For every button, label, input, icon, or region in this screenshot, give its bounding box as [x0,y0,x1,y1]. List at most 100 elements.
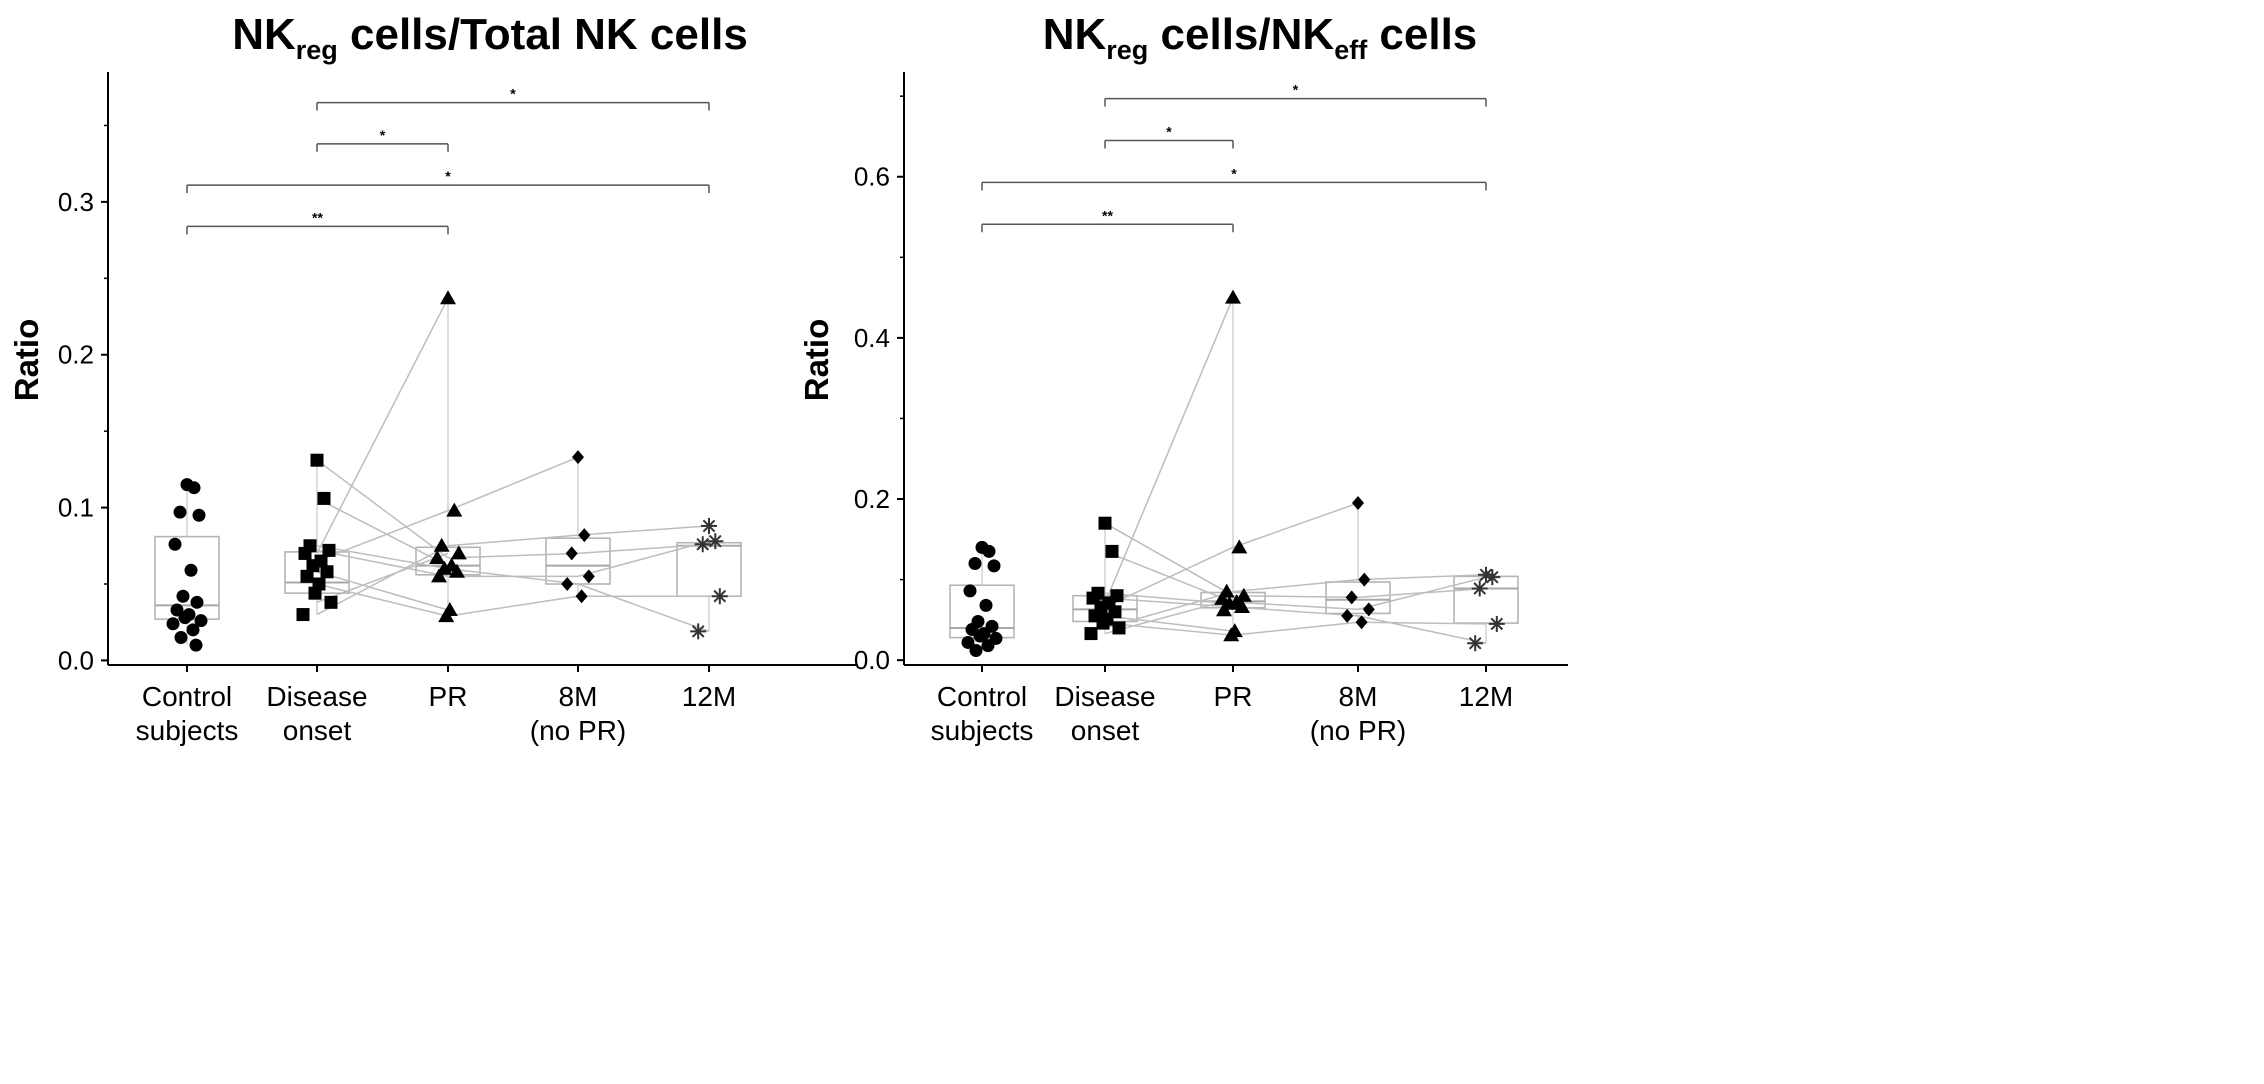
panel-1-data-point [298,546,312,560]
panel-2-data-point [1096,616,1110,630]
panel-2-paired-line [1104,615,1234,632]
panel-1-y-tick-label: 0.1 [58,493,94,523]
panel-2-data-point [973,629,987,643]
panel-1-data-point [317,491,331,505]
panel-1-y-tick-label: 0.2 [58,340,94,370]
panel-1-data-point [166,617,180,631]
panel-2-data-point [1234,598,1250,613]
panel-1-data-point [187,481,201,495]
panel-1-data-point [306,559,320,573]
panel-1-paired-line [447,534,579,547]
panel-1-data-point [320,565,334,579]
panel-1-paired-line [316,545,449,570]
panel-1-significance-bracket [316,143,449,152]
panel-2-data-point [1225,289,1241,304]
panel-2-data-point [968,556,982,570]
panel-1-data-point [322,543,336,557]
panel-1-data-point [168,537,182,551]
panel-1-data-point [173,505,187,519]
panel-1-data-point [176,589,190,603]
panel-1-data-point [440,290,456,305]
panel-1-data-point [561,576,574,591]
panel-2-data-point [1112,621,1126,635]
panel-2-significance-bracket [981,181,1487,191]
panel-2-data-point [1358,572,1371,587]
panel-1-data-point [189,638,203,652]
panel-1-paired-line [577,543,710,555]
panel-1-box [676,541,742,598]
panel-1-data-point [194,614,208,628]
panel-1-x-tick-label: Control [142,681,232,712]
panel-1-data-point [446,502,463,517]
panel-2-paired-line [1104,597,1234,608]
panel-1-significance-label: * [380,127,386,143]
panel-2-title: NKreg cells/NKeff cells [1042,10,1478,65]
panel-1-data-point [582,569,595,584]
panel-1-paired-line [316,571,449,611]
panel-1-significance-bracket [316,101,710,111]
panel-1-data-point [450,545,467,560]
panel-2-data-point [1105,544,1119,558]
panel-1-data-point [690,623,707,640]
panel-2-data-point [1084,627,1098,641]
panel-1-y-tick-label: 0.3 [58,187,94,217]
panel-1-data-point [186,623,200,637]
panel-1-data-point [190,595,204,609]
panel-2-significance-bracket [1104,97,1487,107]
panel-2-data-point [982,544,996,558]
panel-2-significance-label: * [1166,123,1172,139]
panel-2-data-point [979,598,993,612]
panel-1-box [154,535,220,620]
panel-1-paired-line [577,540,710,578]
panel-2-paired-line [1104,522,1234,597]
panel-2-paired-line [1232,601,1359,611]
panel-1-data-point [572,450,584,465]
panel-1-data-point [694,536,711,553]
panel-2-significance-label: * [1231,165,1237,181]
panel-1-x-tick-label: PR [429,681,468,712]
panel-1-x-tick-label: Disease [266,681,367,712]
panel-2-paired-line [1104,592,1234,605]
panel-1-y-axis-label: Ratio [8,319,45,402]
panel-2-x-tick-label: (no PR) [1310,715,1406,746]
panel-1-paired-line [447,595,579,617]
panel-2-data-point [1345,590,1358,605]
panel-2-x-tick-label: Disease [1054,681,1155,712]
panel-2-paired-line [1232,621,1359,636]
panel-1-paired-line [316,552,449,604]
panel-1-data-point [429,550,446,565]
panel-2-data-point [1235,587,1252,602]
panel-2-significance-label: * [1293,82,1299,98]
panel-2-x-tick-label: 12M [1459,681,1513,712]
panel-1-significance-bracket [186,225,449,235]
panel-2-paired-line [1357,621,1487,625]
panel-2-paired-line [1232,502,1359,549]
panel-2-data-point [1467,635,1484,652]
panel-2-paired-line [1104,590,1234,629]
panel-2-data-point [1488,615,1505,632]
panel-1-data-point [711,588,728,605]
panel-1-paired-line [577,583,710,633]
panel-2-paired-line [1232,606,1359,617]
panel-2-data-point [1231,539,1248,554]
panel-1-y-tick-label: 0.0 [58,645,94,675]
panel-2-y-tick-label: 0.2 [854,484,890,514]
panel-2-paired-line [1357,576,1487,611]
panel-2-data-point [1352,496,1364,511]
panel-2-data-point [1098,516,1112,530]
panel-2-y-tick-label: 0.4 [854,323,890,353]
panel-1-x-tick-label: 8M [559,681,598,712]
panel-2-paired-line [1104,622,1234,636]
panel-2-y-tick-label: 0.6 [854,162,890,192]
panel-2-data-point [1362,602,1375,617]
panel-1-paired-line [316,583,449,617]
panel-1-paired-line [316,509,449,562]
panel-1-title: NKreg cells/Total NK cells [232,10,748,65]
panel-1-data-point [438,608,455,623]
panel-2-data-point [1355,615,1368,630]
panel-2-paired-line [1232,578,1359,593]
panel-2-data-point [1484,569,1501,586]
panel-2-y-tick-label: 0.0 [854,645,890,675]
